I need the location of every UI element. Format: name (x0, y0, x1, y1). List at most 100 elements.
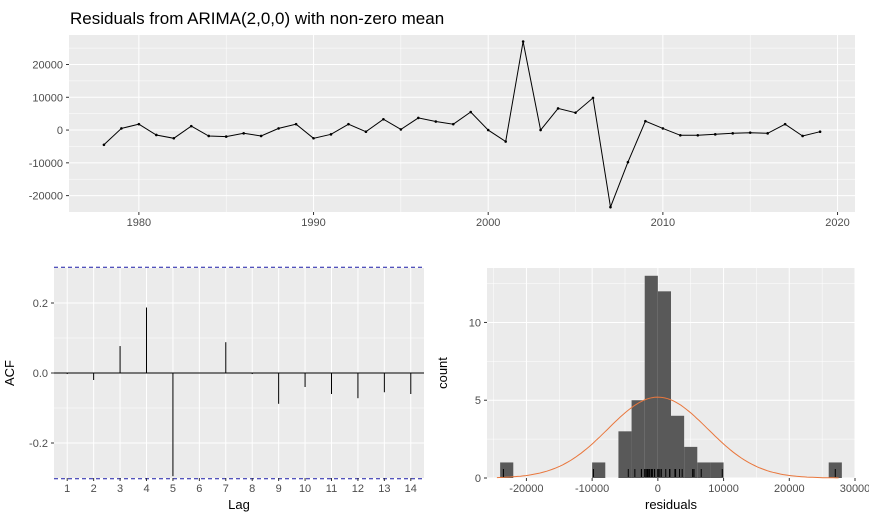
residuals-grid (69, 35, 855, 212)
residual-point (696, 134, 700, 137)
residual-point (731, 132, 735, 135)
x-tick-label: 4 (143, 483, 149, 495)
x-tick-label: -10000 (575, 483, 609, 495)
residual-point (818, 130, 822, 133)
residual-point (486, 128, 490, 132)
residual-point (155, 133, 158, 137)
residual-point (277, 127, 280, 130)
residuals-series (102, 40, 822, 210)
residual-point (469, 110, 473, 114)
histogram-bar (631, 400, 645, 478)
residuals-axes: 1980 1990 2000 2010 2020 -20000 -10000 0 10000 20… (29, 60, 850, 230)
y-tick-label: 10 (469, 317, 481, 329)
x-axis-label: residuals (645, 497, 698, 512)
chart-title: Residuals from ARIMA(2,0,0) with non-zer… (70, 9, 444, 28)
x-tick-label: 2000 (476, 217, 500, 229)
x-tick-label: 1990 (301, 217, 325, 229)
x-tick-label: 1 (64, 483, 70, 495)
y-tick-label: 5 (475, 395, 481, 407)
density-curve (496, 396, 839, 479)
residual-point (504, 140, 507, 143)
residual-point (748, 131, 752, 134)
x-tick-label: 13 (378, 483, 390, 495)
residual-point (347, 122, 350, 126)
residual-point (242, 132, 245, 135)
histogram-bar (697, 462, 711, 478)
residual-point (626, 160, 630, 164)
residual-point (417, 116, 420, 120)
x-tick-label: -20000 (509, 483, 543, 495)
y-tick-label: 0 (57, 125, 63, 137)
residual-point (137, 122, 141, 126)
histogram-bar (618, 431, 632, 478)
y-tick-label: 0.0 (33, 368, 48, 380)
y-tick-label: -10000 (29, 158, 63, 170)
histogram-axes: -20000 -10000 0 10000 20000 30000 0 5 10 residual… (435, 317, 869, 512)
x-tick-label: 11 (326, 483, 337, 495)
histogram-series (496, 275, 842, 479)
residual-point (120, 127, 123, 130)
x-tick-label: 7 (223, 483, 229, 495)
histogram-bar (671, 415, 685, 478)
x-tick-label: 1980 (127, 217, 151, 229)
residual-point (224, 135, 228, 138)
x-tick-label: 12 (352, 483, 364, 495)
residual-point (679, 134, 682, 137)
residual-point (766, 132, 769, 135)
residual-point (294, 122, 298, 126)
residual-point (329, 133, 333, 136)
x-tick-label: 2010 (651, 217, 675, 229)
x-tick-label: 6 (196, 483, 202, 495)
y-tick-label: -0.2 (29, 438, 48, 450)
residual-point (364, 130, 368, 133)
histogram-bar (684, 446, 698, 478)
y-tick-label: 20000 (32, 60, 63, 72)
residual-point (399, 128, 403, 131)
residual-point (521, 40, 525, 43)
residual-point (713, 133, 717, 136)
residual-point (172, 136, 176, 140)
residual-point (434, 120, 438, 123)
histogram-bar (657, 291, 671, 478)
residual-point (102, 143, 106, 147)
residual-point (801, 134, 804, 138)
x-tick-label: 5 (170, 483, 176, 495)
histogram-bar (710, 462, 724, 478)
x-axis-label: Lag (228, 497, 250, 512)
y-axis-label: ACF (2, 360, 17, 386)
residuals-line (103, 41, 821, 210)
histogram-bar (592, 462, 606, 478)
x-tick-label: 9 (276, 483, 282, 495)
residual-point (556, 107, 560, 110)
residual-point (312, 136, 315, 140)
y-tick-label: 10000 (32, 92, 63, 104)
x-tick-label: 2 (91, 483, 97, 495)
x-tick-label: 30000 (840, 483, 869, 495)
x-tick-label: 20000 (774, 483, 805, 495)
residual-point (609, 205, 612, 209)
y-tick-label: 0.2 (33, 298, 48, 310)
x-tick-label: 3 (117, 483, 123, 495)
histogram-bar (500, 462, 514, 478)
acf-series (54, 266, 424, 480)
histogram-bar (644, 275, 658, 478)
residual-point (382, 117, 385, 121)
x-tick-label: 14 (405, 483, 417, 495)
residual-point (207, 134, 211, 138)
residual-point (591, 96, 595, 100)
y-axis-label: count (435, 357, 450, 389)
residual-point (644, 119, 647, 123)
residual-point (259, 134, 263, 138)
residuals-plot-area (69, 35, 855, 212)
x-tick-label: 10000 (708, 483, 739, 495)
residual-point (451, 122, 455, 126)
x-tick-label: 10 (299, 483, 311, 495)
residual-point (539, 128, 542, 132)
y-tick-label: -20000 (29, 191, 63, 203)
histogram-panel: -20000 -10000 0 10000 20000 30000 0 5 10 residual… (435, 268, 869, 512)
residual-point (783, 122, 787, 126)
residual-point (189, 124, 193, 128)
x-tick-label: 8 (249, 483, 255, 495)
